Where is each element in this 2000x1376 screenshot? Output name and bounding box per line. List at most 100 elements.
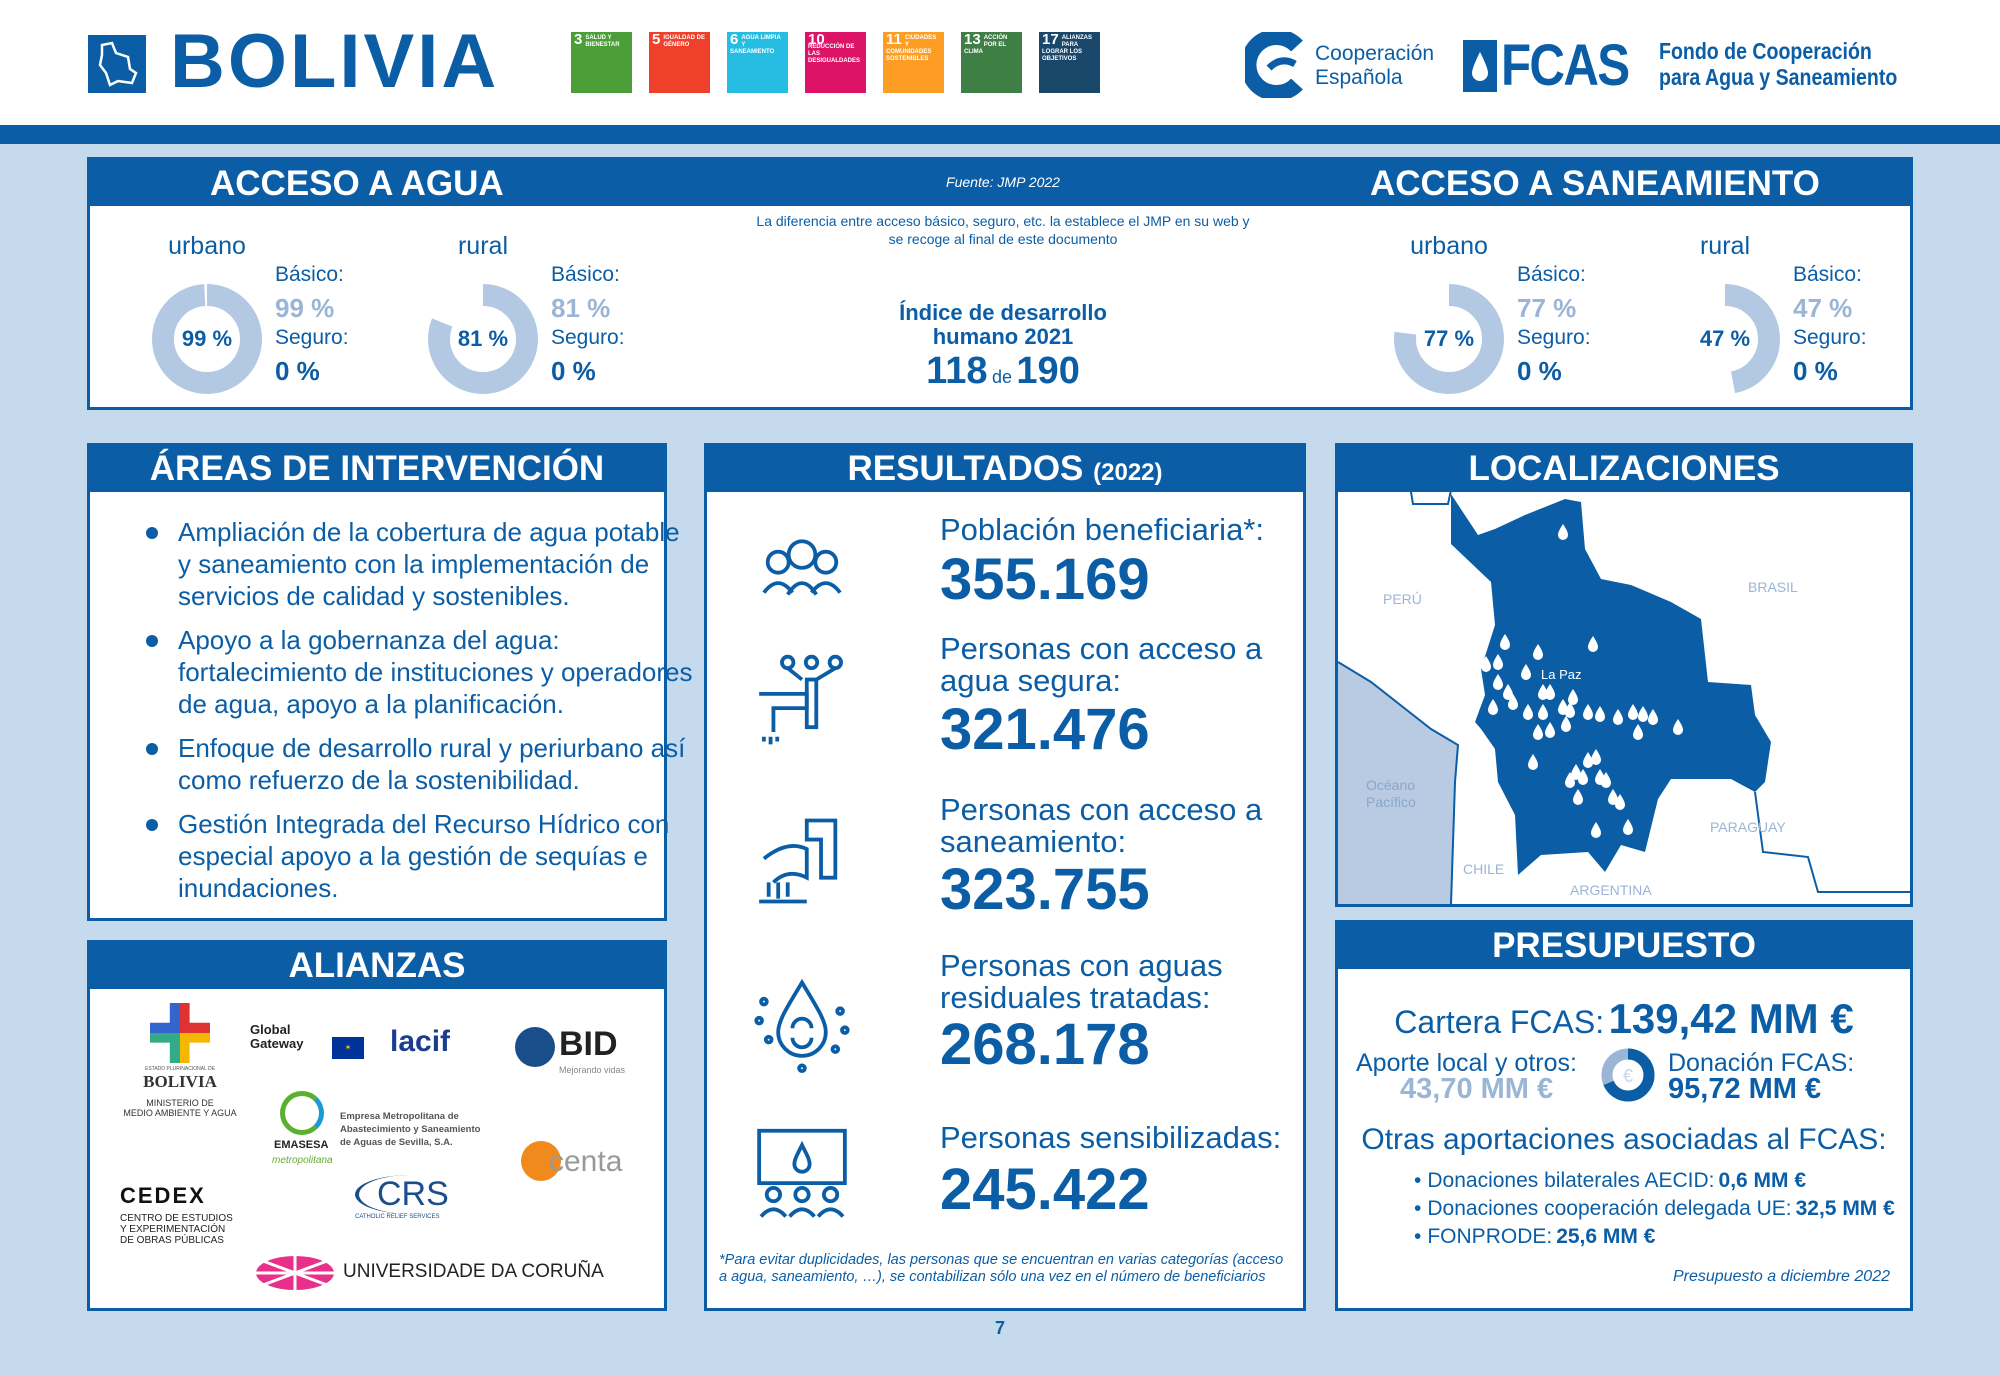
- otras-item-value: 32,5 MM €: [1795, 1197, 1895, 1220]
- result-value: 321.476: [940, 697, 1150, 762]
- cedex-wordmark: CEDEX: [120, 1183, 206, 1208]
- crs-wordmark: CRS: [355, 1175, 465, 1214]
- basico-value: 47 %: [1793, 293, 1853, 323]
- project-location-drop-icon: [1588, 636, 1598, 652]
- donut-center-value: 81 %: [457, 326, 509, 351]
- sdg-label: ACCIÓN POR EL CLIMA: [964, 35, 1008, 55]
- idh-total: 190: [1016, 350, 1080, 392]
- otras-item-label: FONPRODE:: [1427, 1225, 1553, 1248]
- people-group-icon: [747, 526, 857, 626]
- seguro-label: Seguro:: [1517, 326, 1591, 349]
- result-label: Personas con aguas residuales tratadas:: [940, 948, 1223, 1015]
- jmp-note-1: La diferencia entre acceso básico, segur…: [756, 213, 1250, 229]
- centa-wordmark: centa: [549, 1145, 623, 1178]
- udc-wordmark: UNIVERSIDADE DA CORUÑA: [343, 1261, 604, 1282]
- project-location-drop-icon: [1523, 704, 1533, 720]
- sdg-10-icon: 10 REDUCCIÓN DE LAS DESIGUALDADES: [805, 32, 866, 93]
- otras-item: • FONPRODE: 25,6 MM €: [1414, 1223, 1895, 1251]
- ministerio-l2: MEDIO AMBIENTE Y AGUA: [123, 1108, 237, 1118]
- bolivia-small: ESTADO PLURINACIONAL DE: [144, 1066, 215, 1072]
- result-label: Personas con acceso a agua segura:: [940, 631, 1263, 698]
- project-location-drop-icon: [1568, 689, 1578, 705]
- sdg-number: 11: [886, 31, 902, 48]
- coop-line1: Cooperación: [1315, 42, 1435, 65]
- presentation-audience-icon: [747, 1126, 857, 1226]
- area-item: Apoyo a la gobernanza del agua: fortalec…: [146, 624, 698, 720]
- project-location-drop-icon: [1633, 724, 1643, 740]
- seguro-value: 0 %: [1517, 356, 1562, 386]
- saneamiento-urbano-label: urbano: [1410, 232, 1488, 260]
- sewage-pipe-icon: [747, 811, 857, 911]
- idh-title-2: humano 2021: [932, 324, 1074, 349]
- seguro-label: Seguro:: [1793, 326, 1867, 349]
- emasesa-arrows-icon: [280, 1091, 324, 1135]
- lacif-logo: lacif: [390, 1025, 451, 1058]
- area-item: Ampliación de la cobertura de agua potab…: [146, 516, 698, 612]
- otras-item: • Donaciones cooperación delegada UE: 32,5…: [1414, 1195, 1895, 1223]
- project-location-drop-icon: [1503, 684, 1513, 700]
- bid-globe-icon: [515, 1027, 555, 1067]
- sdg-label: CIUDADES Y COMUNIDADES SOSTENIBLES: [886, 35, 937, 62]
- aporte-label: Aporte local y otros:: [1356, 1049, 1577, 1077]
- basico-arc: [1394, 284, 1504, 394]
- presupuesto-title: PRESUPUESTO: [1338, 923, 1910, 969]
- border-lines: [1338, 661, 1460, 904]
- fcas-line2: para Agua y Saneamiento: [1659, 64, 1898, 90]
- project-location-drop-icon: [1488, 699, 1498, 715]
- project-location-drop-icon: [1558, 524, 1568, 540]
- bid-wordmark: BID: [559, 1025, 618, 1063]
- saneamiento-rural-label: rural: [1699, 232, 1750, 260]
- cartera-label: Cartera FCAS:: [1394, 1004, 1605, 1040]
- paraguay-border: [1754, 791, 1910, 893]
- cedex-l1: CENTRO DE ESTUDIOS: [120, 1213, 233, 1224]
- sdg-11-icon: 11 CIUDADES Y COMUNIDADES SOSTENIBLES: [883, 32, 944, 93]
- project-location-drop-icon: [1493, 674, 1503, 690]
- peru-border: [1410, 492, 1452, 505]
- otras-item: • Donaciones bilaterales AECID: 0,6 MM €: [1414, 1167, 1895, 1195]
- acceso-saneamiento-title: ACCESO A SANEAMIENTO: [1370, 164, 1820, 203]
- crs-tagline: CATHOLIC RELIEF SERVICES: [355, 1214, 440, 1220]
- project-location-drop-icon: [1673, 719, 1683, 735]
- source-label: Fuente: JMP 2022: [946, 174, 1060, 190]
- resultados-title-text: RESULTADOS: [847, 449, 1084, 488]
- sdg-label: SALUD Y BIENESTAR: [585, 35, 620, 48]
- acceso-header-bar: [90, 160, 1910, 206]
- sdg-label: AGUA LIMPIA Y SANEAMIENTO: [730, 35, 781, 55]
- agua-rural-label: rural: [457, 232, 508, 260]
- project-location-drop-icon: [1571, 764, 1581, 780]
- idh-rank: 118 de 190: [90, 350, 1916, 393]
- project-location-drop-icon: [1500, 634, 1510, 650]
- idh-de: de: [991, 367, 1012, 387]
- acceso-panel: ACCESO A AGUA ACCESO A SANEAMIENTO Fuent…: [87, 157, 1913, 410]
- basico-label: Básico:: [1793, 263, 1862, 286]
- seguro-value: 0 %: [551, 356, 596, 386]
- project-location-drop-icon: [1565, 772, 1575, 788]
- sdg-number: 13: [964, 31, 981, 48]
- cooperacion-logo-icon: [1245, 32, 1303, 98]
- emasesa-l1: Empresa Metropolitana de: [340, 1111, 459, 1122]
- resultados-title: RESULTADOS (2022): [707, 446, 1303, 492]
- resultados-footnote: *Para evitar duplicidades, las personas …: [719, 1252, 1284, 1285]
- presupuesto-panel: PRESUPUESTO Cartera FCAS: 139,42 MM € Ap…: [1335, 920, 1913, 1311]
- sdg-3-icon: 3 SALUD Y BIENESTAR: [571, 32, 632, 93]
- project-location-drop-icon: [1591, 822, 1601, 838]
- project-location-drop-icon: [1573, 789, 1583, 805]
- donut-center-value: 99 %: [181, 326, 233, 351]
- bullet: •: [1414, 1169, 1422, 1192]
- fcas-logo: FCAS Fondo de Cooperación para Agua y Sa…: [1463, 33, 1983, 98]
- jmp-note-2: se recoge al final de este documento: [888, 231, 1118, 247]
- result-value: 268.178: [940, 1012, 1150, 1077]
- project-location-drop-icon: [1595, 706, 1605, 722]
- emasesa-l2: Abastecimiento y Saneamiento: [340, 1124, 481, 1135]
- donut-center-value: 47 %: [1699, 326, 1751, 351]
- otras-item-label: Donaciones cooperación delegada UE:: [1427, 1197, 1792, 1220]
- sdg-number: 17: [1042, 31, 1059, 48]
- saneamiento-urbano-donut: [1394, 284, 1504, 394]
- header-divider: [0, 125, 2000, 144]
- acceso-agua-title: ACCESO A AGUA: [210, 164, 504, 203]
- crs-logo: CRS CATHOLIC RELIEF SERVICES: [355, 1175, 465, 1220]
- bolivia-ministerio-logo: ESTADO PLURINACIONAL DE BOLIVIA MINISTER…: [95, 1003, 265, 1143]
- project-location-drop-icon: [1493, 654, 1503, 670]
- agua-urbano-label: urbano: [168, 232, 246, 260]
- project-location-drop-icon: [1521, 664, 1531, 680]
